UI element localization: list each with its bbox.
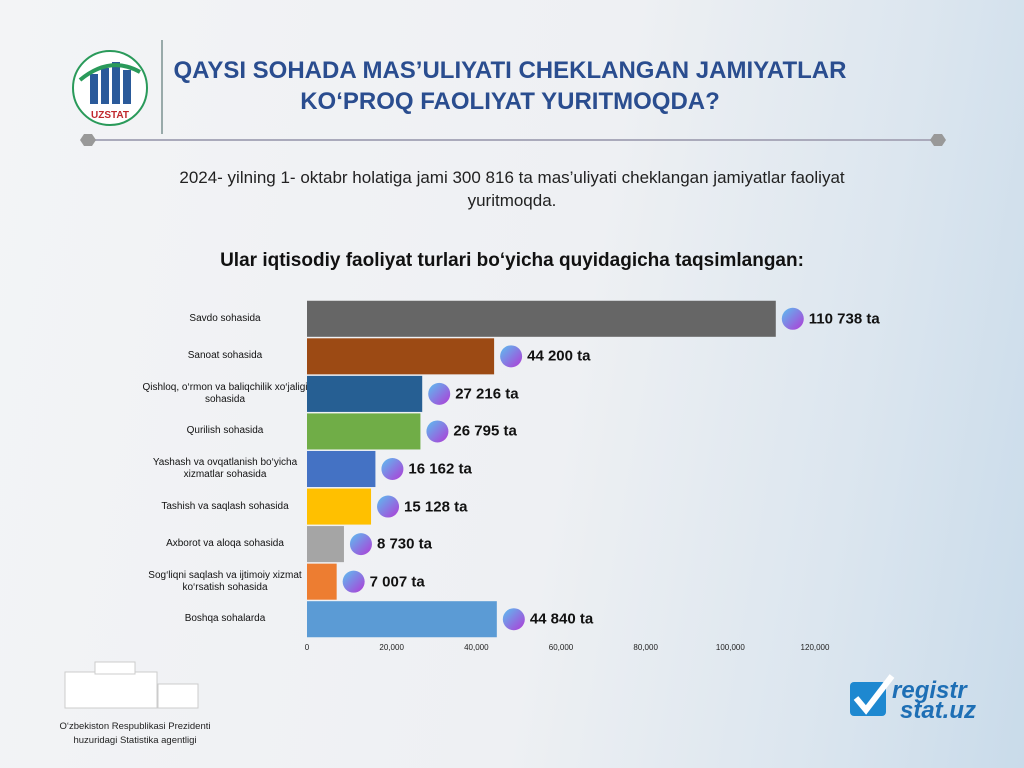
value-icon	[502, 608, 525, 631]
value-label: 15 128 ta	[404, 498, 468, 516]
bar	[307, 450, 376, 488]
x-tick-label: 20,000	[379, 643, 404, 652]
category-label: Savdo sohasida	[189, 312, 261, 324]
value-label: 27 216 ta	[455, 385, 519, 403]
value-icon	[428, 382, 451, 405]
bar	[307, 601, 497, 638]
category-label: Axborot va aloqa sohasida	[166, 538, 284, 550]
agency-name: O‘zbekiston Respublikasi Prezidenti huzu…	[59, 721, 211, 746]
heading: Ular iqtisodiy faoliyat turlari bo‘yicha…	[220, 250, 804, 271]
site-logo-box	[850, 682, 886, 716]
site-top: registr	[892, 677, 967, 704]
logo-swoosh	[78, 63, 141, 82]
bar	[307, 488, 372, 525]
logo-bar	[90, 74, 98, 104]
bar	[307, 375, 423, 412]
bar	[307, 300, 776, 337]
value-label: 26 795 ta	[453, 422, 517, 440]
bar	[307, 563, 337, 600]
value-label: 110 738 ta	[808, 310, 880, 328]
value-icon	[349, 533, 372, 556]
bar	[307, 338, 495, 375]
site-logo-check	[853, 674, 895, 715]
title: QAYSI SOHADA MAS’ULIYATI CHEKLANGAN JAMI…	[173, 57, 847, 115]
category-label: Yashash va ovqatlanish bo‘yicha xizmatla…	[152, 457, 298, 480]
category-label: Sanoat sohasida	[187, 350, 263, 362]
bar	[307, 413, 421, 450]
bar	[307, 526, 344, 563]
x-tick-label: 40,000	[464, 643, 489, 652]
building	[64, 661, 199, 709]
site-bottom: stat.uz	[900, 697, 977, 724]
rule-end	[930, 134, 946, 146]
value-icon	[781, 307, 804, 330]
category-label: Qishloq, o‘rmon va baliqchilik xo‘jaligi…	[142, 381, 308, 405]
value-icon	[381, 458, 404, 480]
value-icon	[500, 345, 523, 368]
value-label: 44 200 ta	[527, 347, 591, 365]
category-label: Sog‘liqni saqlash va ijtimoiy xizmat ko‘…	[148, 569, 302, 593]
logo-bar	[123, 70, 131, 104]
value-icon	[342, 570, 365, 593]
category-label: Qurilish sohasida	[186, 425, 264, 437]
x-tick-label: 80,000	[633, 643, 658, 652]
value-label: 8 730 ta	[376, 535, 432, 553]
x-tick-label: 60,000	[548, 643, 574, 652]
logo-bar	[112, 62, 120, 104]
logo-ring	[72, 50, 148, 126]
logo-text: UZSTAT	[91, 110, 129, 121]
category-label: Boshqa sohalarda	[184, 613, 266, 625]
logo-bar	[101, 68, 109, 104]
rule-end	[80, 134, 96, 146]
value-label: 44 840 ta	[529, 610, 594, 628]
value-icon	[377, 495, 400, 518]
value-label: 7 007 ta	[369, 573, 425, 591]
x-tick-label: 0	[304, 643, 310, 652]
intro-text: 2024- yilning 1- oktabr holatiga jami 30…	[179, 168, 845, 210]
value-icon	[426, 420, 449, 443]
x-tick-label: 120,000	[800, 643, 830, 652]
value-label: 16 162 ta	[408, 460, 472, 478]
category-label: Tashish va saqlash sohasida	[161, 500, 289, 512]
x-tick-label: 100,000	[715, 643, 745, 652]
